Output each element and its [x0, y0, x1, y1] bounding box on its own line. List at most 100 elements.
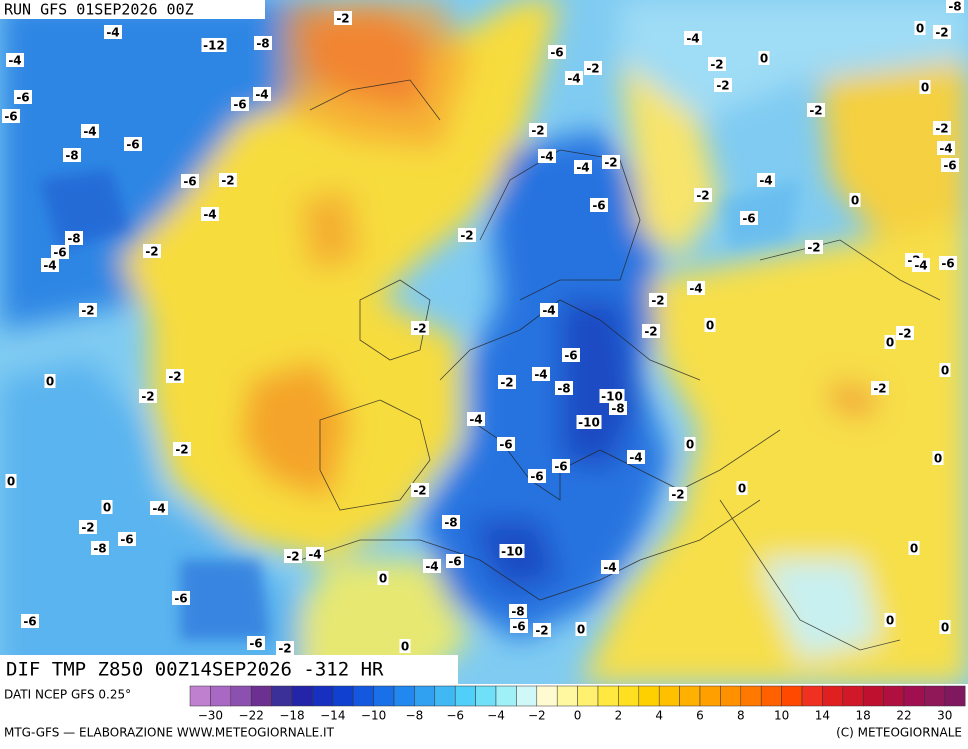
- contour-label-bg: [684, 437, 696, 451]
- colorbar-swatch: [924, 685, 946, 707]
- contour-label-bg: [499, 544, 525, 558]
- contour-label: 0: [886, 614, 894, 628]
- contour-label-bg: [937, 141, 955, 155]
- contour-label-bg: [555, 381, 573, 395]
- colorbar-swatch: [373, 685, 395, 707]
- contour-label-bg: [708, 57, 726, 71]
- contour-label: -6: [249, 637, 262, 651]
- contour-label-bg: [939, 620, 951, 634]
- contour-label: -6: [512, 620, 525, 634]
- colorbar-swatch: [230, 685, 252, 707]
- colorbar-swatch: [740, 685, 762, 707]
- contour-label-bg: [44, 374, 56, 388]
- contour-label: 0: [686, 438, 694, 452]
- contour-label: -2: [81, 304, 94, 318]
- contour-label-bg: [306, 547, 324, 561]
- contour-label: -2: [651, 294, 664, 308]
- contour-label: -8: [67, 232, 80, 246]
- contour-label-bg: [253, 87, 271, 101]
- contour-label-bg: [14, 90, 32, 104]
- contour-label-bg: [532, 367, 550, 381]
- contour-label-bg: [933, 121, 951, 135]
- contour-label-bg: [458, 228, 476, 242]
- contour-label: 0: [7, 475, 15, 489]
- contour-label: -6: [4, 110, 17, 124]
- contour-label-bg: [5, 474, 17, 488]
- map-field: RUN GFS 01SEP2026 00Z: [0, 0, 968, 684]
- colorbar-swatch: [352, 685, 374, 707]
- contour-label: -2: [671, 488, 684, 502]
- colorbar-swatch: [679, 685, 701, 707]
- contour-label: -6: [174, 592, 187, 606]
- contour-label: -2: [935, 122, 948, 136]
- contour-label-bg: [669, 487, 687, 501]
- contour-label: -6: [126, 138, 139, 152]
- contour-label: -4: [203, 208, 216, 222]
- contour-label: -8: [444, 516, 457, 530]
- contour-label-bg: [254, 36, 272, 50]
- contour-label-bg: [684, 31, 702, 45]
- contour-label-bg: [871, 381, 889, 395]
- contour-label-bg: [714, 78, 732, 92]
- contour-label: 0: [886, 336, 894, 350]
- contour-label-bg: [63, 148, 81, 162]
- contour-label-bg: [805, 240, 823, 254]
- colorbar-swatch: [495, 685, 517, 707]
- colorbar-swatch: [822, 685, 844, 707]
- colorbar-swatch: [577, 685, 599, 707]
- contour-label-bg: [584, 61, 602, 75]
- colorbar-swatch: [597, 685, 619, 707]
- contour-label: -4: [939, 142, 952, 156]
- contour-label: 0: [910, 542, 918, 556]
- contour-label-bg: [201, 38, 227, 52]
- contour-label: -4: [603, 561, 616, 575]
- contour-label-bg: [896, 326, 914, 340]
- contour-label-bg: [101, 500, 113, 514]
- colorbar-swatch: [944, 685, 966, 707]
- contour-label: -6: [592, 199, 605, 213]
- contour-label-bg: [91, 541, 109, 555]
- contour-label: 0: [941, 621, 949, 635]
- contour-label: -8: [611, 402, 624, 416]
- contour-label-bg: [649, 293, 667, 307]
- header-box: [0, 0, 265, 19]
- contour-label-bg: [509, 604, 527, 618]
- colorbar-swatch: [862, 685, 884, 707]
- colorbar-label: −22: [239, 709, 264, 723]
- contour-label: -6: [941, 257, 954, 271]
- contour-label-bg: [510, 619, 528, 633]
- contour-label-bg: [548, 45, 566, 59]
- colorbar-label: 2: [615, 709, 623, 723]
- contour-label: -2: [460, 229, 473, 243]
- contour-label-bg: [919, 80, 931, 94]
- contour-label-bg: [65, 231, 83, 245]
- contour-label: -6: [16, 91, 29, 105]
- colorbar-label: −18: [279, 709, 304, 723]
- contour-label-bg: [276, 641, 294, 655]
- contour-label: 0: [379, 572, 387, 586]
- contour-label: -8: [557, 382, 570, 396]
- contour-label: -2: [898, 327, 911, 341]
- contour-label-bg: [529, 123, 547, 137]
- colorbar-label: 0: [574, 709, 582, 723]
- colorbar-swatch: [434, 685, 456, 707]
- colorbar-label: −10: [361, 709, 386, 723]
- contour-label: -10: [501, 545, 523, 559]
- contour-label: 0: [916, 22, 924, 36]
- colorbar-swatch: [903, 685, 925, 707]
- contour-label-bg: [601, 560, 619, 574]
- colorbar-label: −30: [198, 709, 223, 723]
- contour-label: 0: [103, 501, 111, 515]
- colorbar-source: DATI NCEP GFS 0.25°: [4, 688, 131, 702]
- map-title: DIF TMP Z850 00Z14SEP2026 -312 HR: [6, 659, 384, 681]
- contour-label: -6: [448, 555, 461, 569]
- contour-label-bg: [884, 335, 896, 349]
- colorbar: −30 −22 −18 −14 −10 −8 −6 −4 −2 0 2 4 6 8 10 14 18 22 30: [189, 685, 966, 723]
- contour-label: 0: [706, 319, 714, 333]
- contour-label-bg: [2, 109, 20, 123]
- contour-label: -6: [550, 46, 563, 60]
- footer-left: MTG-GFS — ELABORAZIONE WWW.METEOGIORNALE…: [4, 726, 335, 740]
- contour-label: -4: [914, 259, 927, 273]
- colorbar-swatch: [638, 685, 660, 707]
- contour-label: 0: [577, 623, 585, 637]
